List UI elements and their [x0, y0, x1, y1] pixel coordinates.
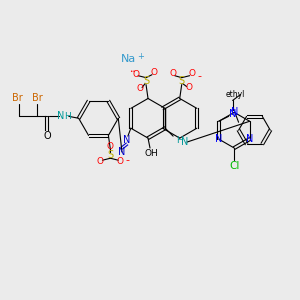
Text: N: N: [215, 134, 223, 144]
Text: N: N: [246, 134, 253, 144]
Text: Br: Br: [12, 94, 22, 103]
Text: Br: Br: [32, 94, 42, 103]
Text: O: O: [185, 83, 192, 92]
Text: ethyl: ethyl: [226, 90, 245, 99]
Text: ••: ••: [129, 69, 136, 74]
Text: O: O: [117, 157, 124, 166]
Text: N: N: [118, 147, 126, 157]
Text: -: -: [197, 71, 202, 81]
Text: O: O: [188, 69, 195, 78]
Text: O: O: [151, 68, 158, 77]
Text: S: S: [178, 76, 185, 85]
Text: N: N: [229, 109, 236, 119]
Text: N: N: [181, 137, 189, 147]
Text: O: O: [43, 131, 51, 141]
Text: OH: OH: [144, 149, 158, 158]
Text: O: O: [136, 84, 144, 93]
Text: N: N: [230, 107, 238, 117]
Text: O: O: [133, 70, 140, 79]
Text: O: O: [97, 157, 104, 166]
Text: N: N: [57, 111, 64, 121]
Text: H: H: [64, 112, 71, 121]
Text: Cl: Cl: [229, 161, 239, 171]
Text: O: O: [169, 69, 176, 78]
Text: S: S: [143, 76, 149, 85]
Text: N: N: [123, 135, 130, 145]
Text: -: -: [125, 155, 129, 165]
Text: O: O: [107, 142, 114, 151]
Text: S: S: [107, 150, 113, 160]
Text: H: H: [176, 136, 182, 145]
Text: Na: Na: [121, 54, 136, 64]
Text: +: +: [138, 52, 145, 62]
